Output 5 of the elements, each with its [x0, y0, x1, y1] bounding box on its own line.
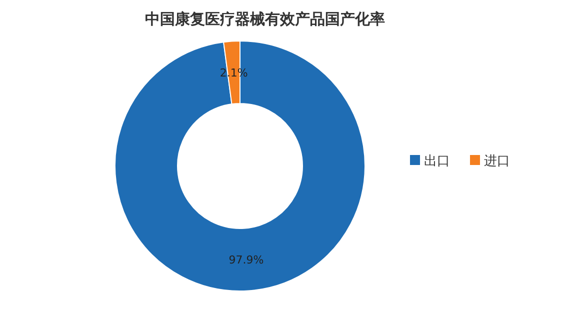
donut-slice [114, 40, 366, 292]
legend-label: 进口 [484, 154, 510, 169]
legend-label: 出口 [424, 154, 450, 169]
data-label: 97.9% [228, 254, 264, 267]
chart-title: 中国康复医疗器械有效产品国产化率 [145, 10, 385, 28]
